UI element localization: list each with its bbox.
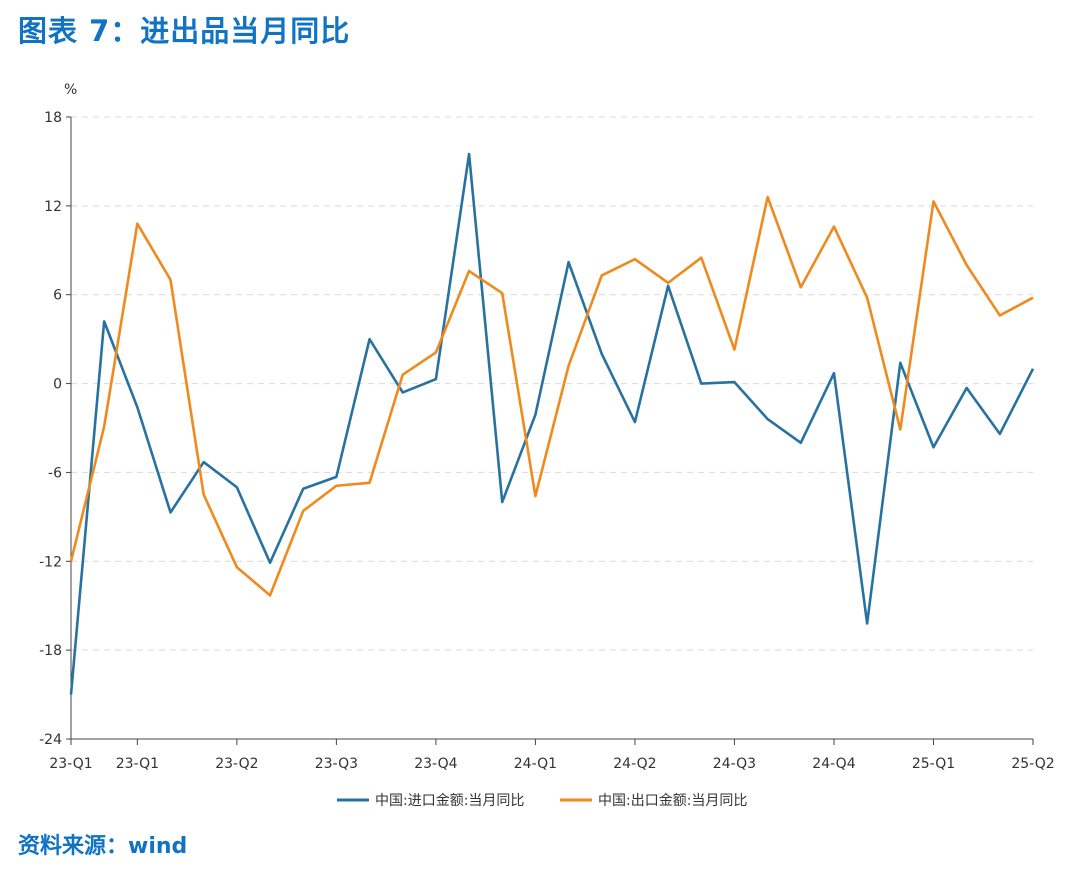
- y-tick-label: 6: [53, 288, 62, 304]
- legend-label: 中国:进口金额:当月同比: [375, 793, 524, 809]
- y-tick-label: -18: [39, 643, 62, 659]
- axes: [66, 116, 1034, 745]
- x-tick-label: 23-Q4: [414, 756, 457, 772]
- x-tick-label: 24-Q1: [514, 756, 557, 772]
- y-tick-label: -12: [39, 554, 62, 570]
- series-line-export: [69, 195, 1034, 597]
- legend: 中国:进口金额:当月同比 中国:出口金额:当月同比: [337, 793, 747, 809]
- x-tick-label: 23-Q1: [116, 756, 159, 772]
- x-tick-label: 25-Q2: [1011, 756, 1054, 772]
- y-tick-label: 12: [44, 199, 62, 215]
- x-tick-label: 24-Q3: [713, 756, 756, 772]
- source-note: 资料来源：wind: [18, 834, 188, 859]
- x-tick-labels: 23-Q1 23-Q1 23-Q2 23-Q3 23-Q4 24-Q1 24-Q2 24-Q3…: [49, 756, 1054, 772]
- y-tick-labels: 18 12 6 0 -6 -12 -18 -24: [39, 110, 62, 748]
- series-line-import: [69, 152, 1035, 695]
- y-tick-label: -6: [48, 465, 62, 481]
- chart-title: 图表 7：进出品当月同比: [18, 14, 351, 48]
- y-axis-unit-label: %: [64, 82, 77, 98]
- x-tick-label: 25-Q1: [912, 756, 955, 772]
- y-tick-label: -24: [39, 732, 62, 748]
- legend-label: 中国:出口金额:当月同比: [598, 793, 747, 809]
- x-tick-label: 24-Q4: [812, 756, 855, 772]
- y-tick-label: 18: [44, 110, 62, 126]
- x-tick-label: 23-Q2: [215, 756, 258, 772]
- x-tick-label: 23-Q1: [49, 756, 92, 772]
- x-tick-label: 23-Q3: [315, 756, 358, 772]
- y-tick-label: 0: [53, 377, 62, 393]
- series-lines: [69, 152, 1035, 695]
- x-tick-label: 24-Q2: [613, 756, 656, 772]
